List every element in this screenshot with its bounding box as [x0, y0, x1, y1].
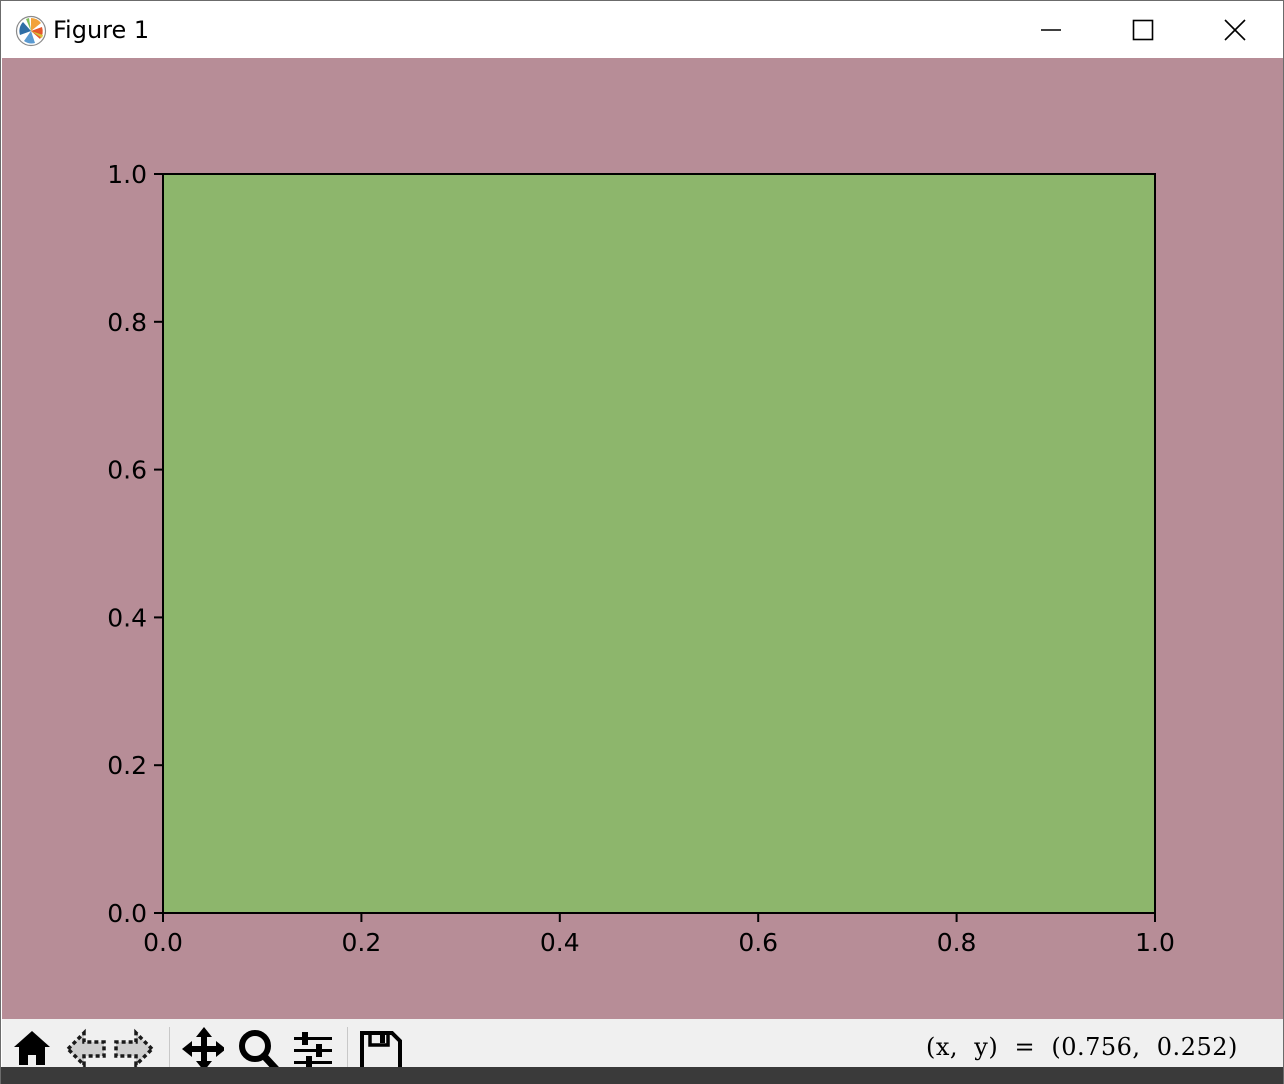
forward-button[interactable]	[112, 1025, 156, 1067]
back-button[interactable]	[64, 1025, 108, 1067]
close-icon	[1224, 18, 1246, 41]
save-button[interactable]	[358, 1025, 402, 1067]
y-tick-label: 0.0	[107, 899, 147, 928]
x-tick-label: 0.0	[143, 928, 183, 957]
y-axis: 0.0 0.2 0.4 0.6 0.8 1.0	[107, 160, 163, 928]
axes-area[interactable]	[162, 173, 1156, 914]
taskbar-strip	[1, 1067, 1283, 1084]
toolbar-separator	[347, 1027, 348, 1067]
x-tick-label: 0.6	[738, 928, 778, 957]
title-bar[interactable]: Figure 1	[1, 1, 1283, 58]
window-title: Figure 1	[53, 16, 150, 44]
save-disk-icon	[360, 1031, 402, 1067]
sliders-icon	[294, 1032, 332, 1067]
chart[interactable]: 0.0 0.2 0.4 0.6 0.8 1.0 0.0 0.2 0.4 0.6 0.8 1.0	[2, 58, 1284, 1019]
zoom-magnifier-icon	[239, 1030, 279, 1067]
minimize-icon	[1041, 28, 1061, 31]
navigation-toolbar: (x, y) = (0.756, 0.252)	[2, 1019, 1283, 1067]
x-tick-label: 1.0	[1135, 928, 1175, 957]
x-tick-label: 0.2	[342, 928, 382, 957]
back-arrow-icon	[65, 1028, 106, 1067]
y-tick-label: 0.8	[107, 308, 147, 337]
minimize-button[interactable]	[1005, 1, 1097, 58]
toolbar-separator	[169, 1027, 170, 1067]
home-icon	[14, 1031, 50, 1065]
y-tick-label: 0.4	[107, 603, 147, 632]
x-axis: 0.0 0.2 0.4 0.6 0.8 1.0	[143, 913, 1175, 957]
cursor-coordinates: (x, y) = (0.756, 0.252)	[926, 1033, 1238, 1061]
configure-subplots-button[interactable]	[290, 1025, 334, 1067]
pan-move-icon	[182, 1027, 224, 1067]
maximize-icon	[1132, 19, 1154, 40]
forward-arrow-icon	[114, 1028, 155, 1067]
y-tick-label: 0.6	[107, 456, 147, 485]
x-tick-label: 0.4	[540, 928, 580, 957]
pan-button[interactable]	[180, 1025, 224, 1067]
zoom-button[interactable]	[236, 1025, 280, 1067]
y-tick-label: 1.0	[107, 160, 147, 189]
home-button[interactable]	[10, 1025, 54, 1067]
close-button[interactable]	[1189, 1, 1281, 58]
y-tick-label: 0.2	[107, 751, 147, 780]
matplotlib-logo-icon	[15, 15, 47, 47]
maximize-button[interactable]	[1097, 1, 1189, 58]
figure-canvas[interactable]: 0.0 0.2 0.4 0.6 0.8 1.0 0.0 0.2 0.4 0.6 0.8 1.0	[2, 58, 1284, 1019]
x-tick-label: 0.8	[937, 928, 977, 957]
